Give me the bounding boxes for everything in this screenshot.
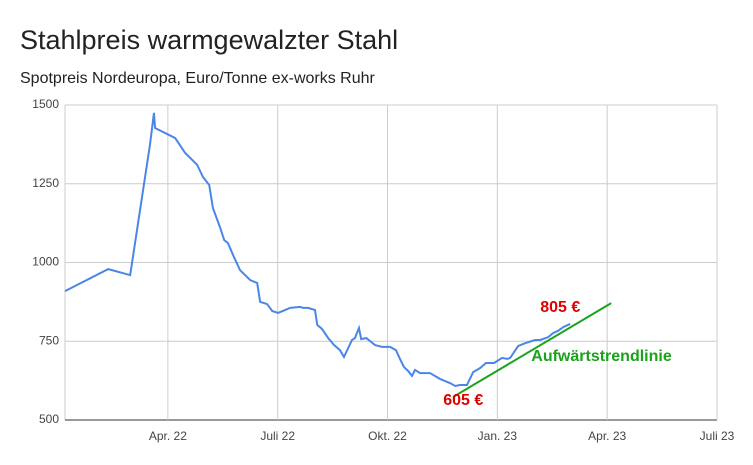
y-tick-label: 1000 <box>32 255 59 269</box>
x-tick-label: Okt. 22 <box>368 429 407 443</box>
annotation: Aufwärtstrendlinie <box>531 348 672 365</box>
chart-title: Stahlpreis warmgewalzter Stahl <box>20 25 398 55</box>
y-tick-label: 1250 <box>32 176 59 190</box>
annotation: 805 € <box>540 299 580 316</box>
y-tick-label: 1500 <box>32 97 59 111</box>
y-tick-label: 750 <box>39 333 59 347</box>
x-tick-label: Juli 22 <box>260 429 295 443</box>
line <box>452 302 612 398</box>
line <box>64 112 571 388</box>
x-tick-label: Juli 23 <box>700 429 735 443</box>
y-tick-label: 500 <box>39 412 59 426</box>
x-tick-label: Apr. 22 <box>149 429 187 443</box>
x-tick-label: Jan. 23 <box>478 429 518 443</box>
x-tick-label: Apr. 23 <box>588 429 626 443</box>
annotation: 605 € <box>443 392 483 409</box>
chart-subtitle: Spotpreis Nordeuropa, Euro/Tonne ex-work… <box>20 70 376 87</box>
